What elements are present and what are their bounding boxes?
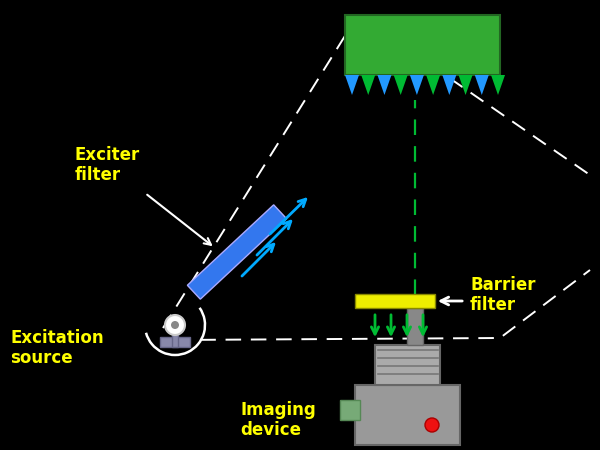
Text: Excitation
source: Excitation source: [10, 328, 104, 367]
Polygon shape: [345, 75, 359, 95]
Polygon shape: [410, 75, 424, 95]
Circle shape: [165, 315, 185, 335]
Text: Exciter
filter: Exciter filter: [75, 146, 140, 184]
Polygon shape: [377, 75, 391, 95]
Bar: [355, 294, 435, 308]
Text: Imaging
device: Imaging device: [240, 400, 316, 439]
Polygon shape: [442, 75, 457, 95]
Polygon shape: [361, 75, 375, 95]
Polygon shape: [458, 75, 473, 95]
Polygon shape: [394, 75, 407, 95]
Bar: [345, 15, 500, 75]
Circle shape: [425, 418, 439, 432]
Text: Barrier
filter: Barrier filter: [470, 275, 536, 315]
Polygon shape: [491, 75, 505, 95]
Bar: [160, 337, 190, 347]
Polygon shape: [426, 75, 440, 95]
Circle shape: [171, 321, 179, 329]
Bar: [375, 345, 440, 385]
Polygon shape: [475, 75, 489, 95]
Bar: [407, 308, 423, 345]
Bar: [172, 322, 178, 347]
Bar: [355, 385, 460, 445]
Bar: [340, 400, 360, 420]
Bar: [187, 205, 287, 299]
